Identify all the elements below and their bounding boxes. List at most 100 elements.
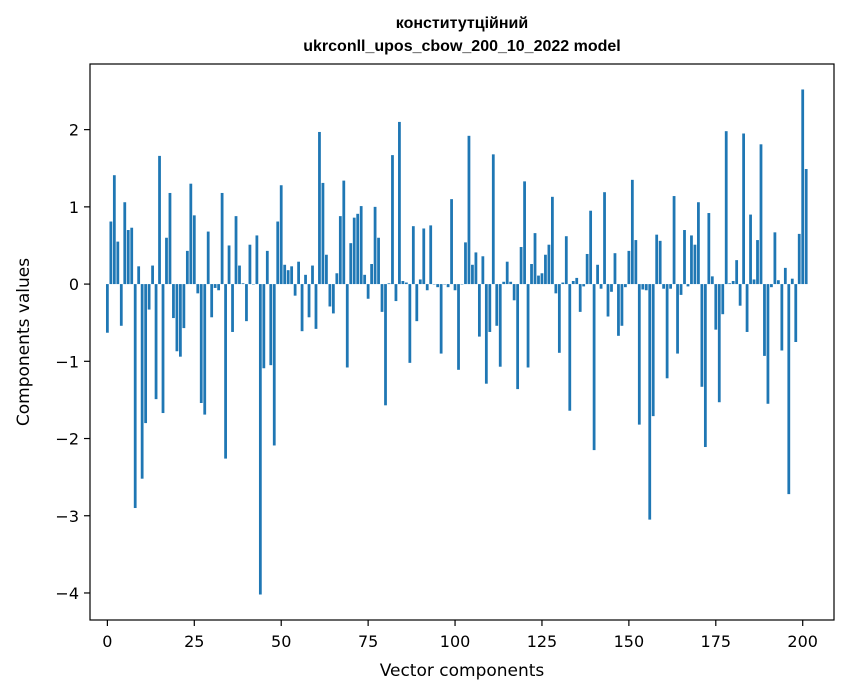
bar: [154, 284, 158, 400]
bar: [571, 280, 575, 285]
bar: [728, 283, 732, 285]
bar: [683, 230, 686, 285]
bar: [422, 228, 426, 285]
bar: [140, 284, 144, 479]
bar: [679, 284, 683, 295]
bar: [756, 240, 759, 285]
bar: [359, 206, 363, 285]
bar: [665, 284, 669, 379]
y-tick-label: 2: [69, 121, 79, 140]
bar: [398, 121, 401, 285]
chart-subtitle: ukrconll_upos_cbow_200_10_2022 model: [303, 38, 620, 55]
y-tick-label: −3: [55, 507, 79, 526]
bar: [624, 284, 627, 288]
bar: [749, 214, 752, 285]
bar: [321, 182, 325, 285]
bar: [464, 242, 467, 285]
bar: [325, 254, 328, 285]
bar: [391, 155, 394, 285]
bar: [366, 284, 370, 299]
y-tick-label: −2: [55, 430, 79, 449]
bar: [512, 284, 516, 301]
bar: [227, 245, 231, 285]
bar: [297, 261, 300, 285]
bar: [265, 250, 269, 285]
bar: [481, 256, 485, 285]
bar: [356, 213, 360, 285]
bar: [245, 284, 248, 322]
plot-frame: [89, 63, 835, 621]
bar: [345, 284, 349, 368]
bar: [377, 237, 380, 285]
bar: [498, 284, 502, 367]
bar: [773, 232, 777, 285]
bar: [404, 282, 408, 285]
bar: [206, 231, 210, 285]
bar: [564, 236, 568, 285]
bar: [530, 264, 533, 285]
bar: [578, 284, 582, 312]
bar: [133, 284, 137, 509]
bar: [505, 261, 509, 285]
bar: [370, 264, 373, 285]
bar: [161, 284, 165, 414]
bar: [568, 284, 572, 411]
bar: [380, 284, 384, 312]
bar: [105, 284, 109, 333]
bar: [613, 253, 617, 285]
bar: [627, 250, 631, 285]
bar: [547, 244, 551, 285]
bar: [540, 273, 544, 285]
bar: [770, 284, 773, 288]
bar: [425, 284, 429, 291]
bar: [276, 221, 280, 285]
bar: [318, 131, 321, 285]
bar: [231, 284, 234, 332]
bar: [408, 284, 412, 363]
bar: [338, 216, 342, 285]
bar: [387, 283, 391, 285]
bar: [693, 244, 697, 285]
bar: [477, 284, 481, 337]
bar: [272, 284, 276, 446]
bar: [780, 284, 784, 351]
y-axis-ticks: −4 −3 −2 −1 0 1 2: [55, 121, 90, 603]
bar: [742, 133, 745, 285]
bar: [676, 284, 679, 354]
bar: [710, 276, 714, 285]
bar: [241, 283, 245, 285]
bar: [669, 284, 672, 289]
bar: [495, 284, 499, 326]
bar: [112, 175, 116, 285]
bar: [630, 179, 634, 285]
bar: [363, 274, 367, 285]
bar: [279, 185, 283, 285]
bar: [158, 155, 161, 285]
bar: [752, 279, 756, 285]
bar: [119, 284, 123, 326]
bar: [286, 270, 290, 285]
x-axis-ticks: 0 25 50 75 100 125 150 175 200: [102, 620, 818, 651]
bar: [634, 240, 638, 285]
bar: [401, 280, 405, 285]
bar: [213, 284, 217, 288]
bar: [255, 235, 259, 285]
x-tick-label: 50: [271, 632, 291, 651]
bar: [415, 284, 419, 322]
bar: [592, 284, 596, 451]
bar: [467, 135, 471, 285]
bar: [620, 284, 624, 326]
bar: [179, 284, 182, 357]
bar: [714, 284, 718, 330]
bar: [589, 210, 593, 285]
bar: [192, 215, 196, 285]
bar: [610, 284, 613, 292]
bar: [304, 274, 307, 285]
bar: [224, 284, 227, 459]
bar: [258, 284, 262, 595]
bar: [203, 284, 207, 415]
bar: [575, 277, 579, 285]
bar: [418, 279, 422, 285]
bar: [658, 240, 662, 285]
